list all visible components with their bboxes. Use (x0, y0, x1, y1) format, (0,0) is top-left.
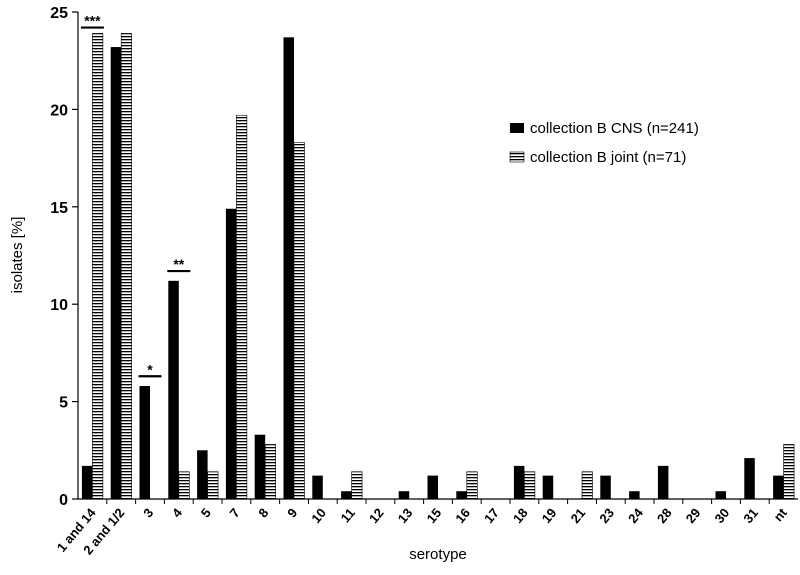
bar-joint (524, 471, 536, 500)
x-tick-label: 7 (227, 505, 243, 520)
x-tick-label: 30 (712, 505, 733, 526)
y-axis-title: isolates [%] (9, 217, 26, 294)
bar-joint (293, 142, 305, 500)
bar-joint (264, 444, 277, 500)
significance-label: ** (173, 256, 184, 272)
x-axis-title: serotype (409, 546, 467, 563)
axes (77, 12, 798, 500)
x-tick-label: 23 (596, 505, 617, 526)
x-tick-label: 24 (625, 505, 646, 526)
x-tick-label: 12 (366, 505, 387, 526)
x-tick-label: 16 (452, 505, 473, 526)
x-tick-label: 10 (308, 505, 329, 526)
bar-cns (600, 475, 611, 499)
legend-label-cns: collection B CNS (n=241) (530, 120, 699, 137)
bar-cns (81, 465, 93, 499)
bars (81, 33, 795, 500)
x-tick-label: 13 (395, 505, 416, 526)
legend-swatch-joint (509, 151, 525, 163)
bar-joint (207, 471, 219, 500)
x-tick-label: 17 (481, 505, 502, 526)
significance-label: * (147, 361, 153, 377)
x-tick-label: 21 (568, 505, 589, 526)
x-tick-label: 5 (198, 505, 214, 520)
x-tick-label: 9 (284, 505, 300, 520)
bar-joint (92, 33, 104, 500)
x-tick-label: 15 (424, 505, 445, 526)
y-tick-label: 25 (50, 5, 68, 22)
bar-cns (398, 491, 410, 499)
x-tick-label: 3 (140, 505, 156, 520)
bar-cns (542, 475, 554, 499)
bar-cns (110, 47, 122, 500)
significance-label: *** (84, 13, 101, 29)
y-tick-label: 5 (59, 395, 68, 412)
bar-cns (197, 450, 208, 499)
bar-joint (351, 471, 363, 500)
x-tick-label: nt (771, 505, 791, 525)
bar-joint (581, 471, 593, 500)
bar-joint (120, 33, 132, 500)
legend: collection B CNS (n=241) collection B jo… (509, 120, 699, 166)
x-tick-label: 11 (338, 505, 358, 525)
bar-joint (236, 114, 248, 500)
bar-cns (312, 475, 323, 499)
x-tick-label: 28 (654, 505, 675, 526)
x-tick-label: 29 (683, 505, 704, 526)
bar-joint (466, 471, 478, 500)
bar-joint (783, 444, 795, 500)
bar-joint (178, 471, 190, 500)
y-ticks: 0 5 10 15 20 25 (50, 5, 78, 509)
legend-swatch-cns (510, 123, 524, 133)
bar-cns (513, 465, 525, 499)
bar-cns (225, 208, 237, 500)
x-tick-label: 8 (255, 505, 271, 520)
x-tick-label: 18 (510, 505, 531, 526)
bar-cns (139, 386, 150, 499)
y-tick-label: 10 (50, 297, 68, 314)
significance-annotations: ****** (80, 13, 191, 378)
bar-cns (773, 475, 784, 499)
y-tick-label: 0 (59, 492, 68, 509)
bar-cns (715, 491, 726, 499)
bar-cns (657, 465, 669, 499)
bar-cns (456, 491, 467, 499)
bar-cns (744, 458, 755, 499)
y-tick-label: 15 (50, 200, 68, 217)
bar-cns (254, 434, 266, 499)
bar-cns (283, 37, 294, 499)
legend-label-joint: collection B joint (n=71) (530, 149, 686, 166)
bar-cns (341, 491, 352, 499)
bar-cns (168, 280, 179, 499)
x-tick-label: 19 (539, 505, 560, 526)
y-tick-label: 20 (50, 102, 68, 119)
bar-cns (629, 491, 640, 499)
x-tick-label: 4 (169, 505, 186, 521)
x-tick-label: 31 (740, 505, 761, 526)
bar-cns (427, 475, 438, 499)
